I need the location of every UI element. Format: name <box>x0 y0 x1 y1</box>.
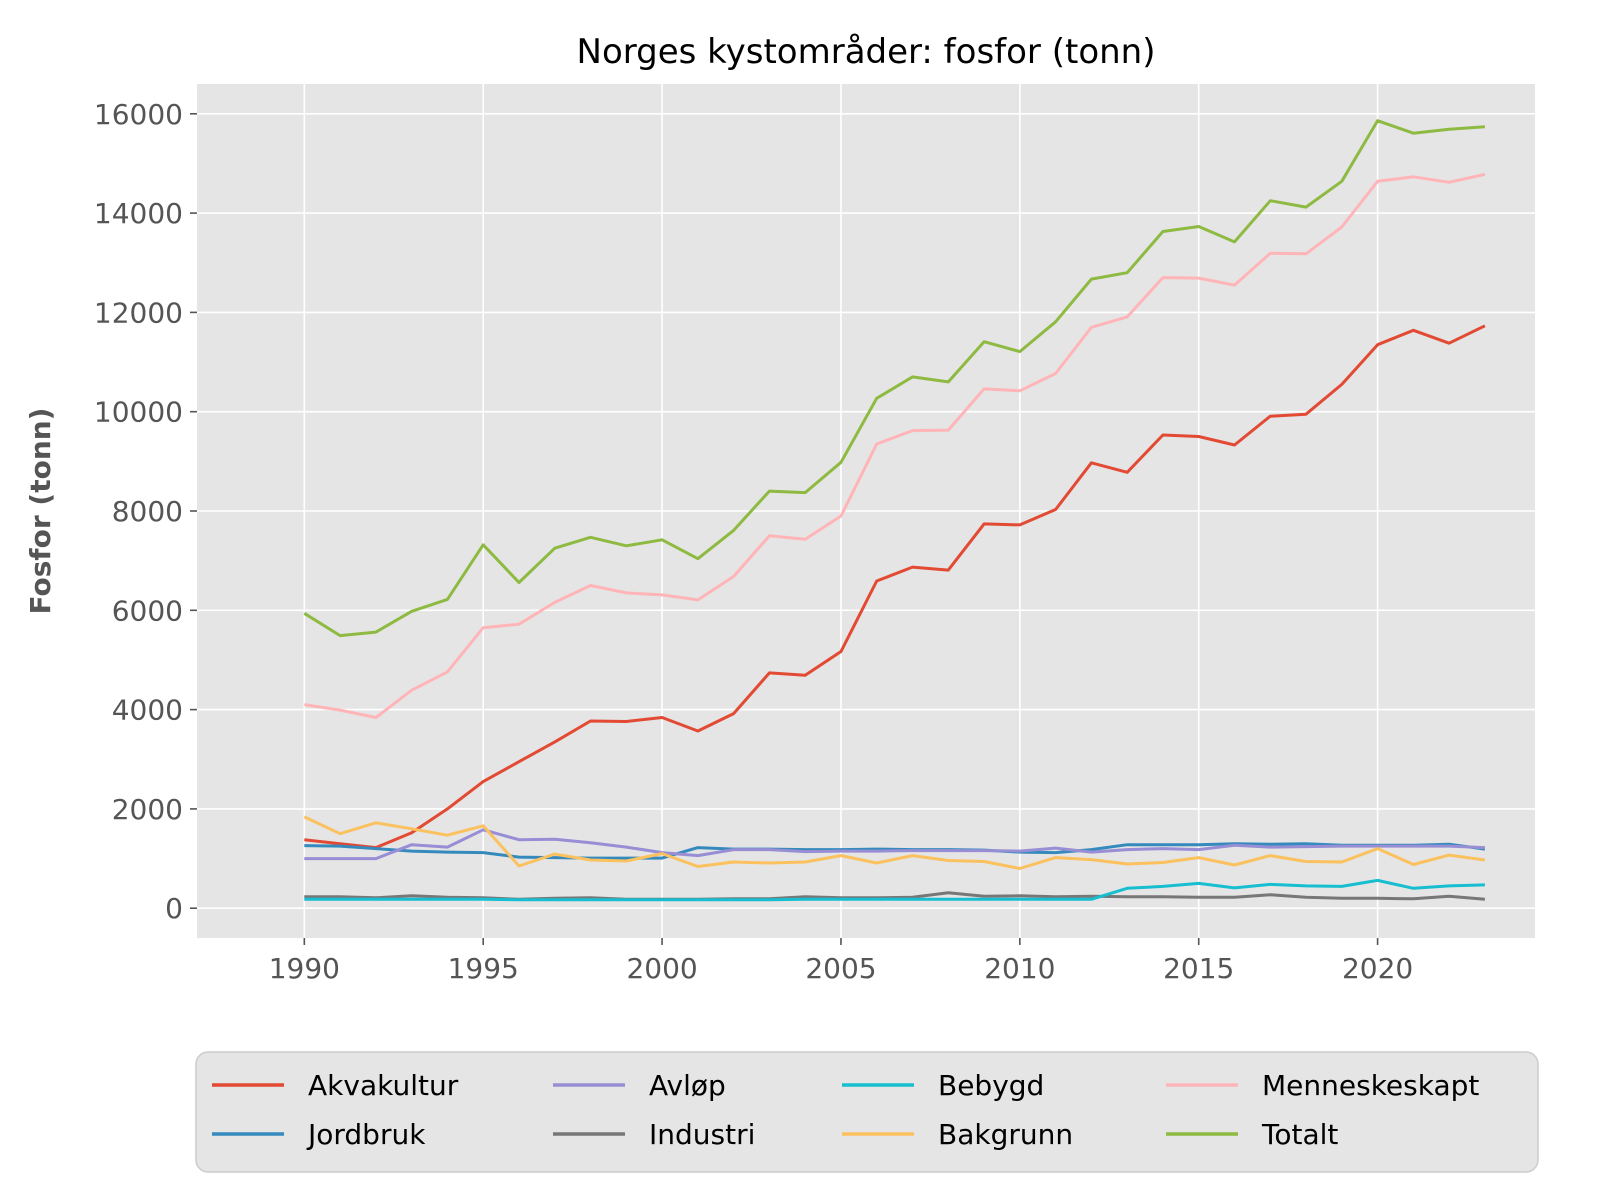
legend-label-akvakultur: Akvakultur <box>308 1069 459 1102</box>
legend-label-avløp: Avløp <box>649 1069 726 1102</box>
legend-label-industri: Industri <box>649 1118 755 1151</box>
y-tick-label: 16000 <box>94 98 183 131</box>
series-lines <box>303 119 1486 902</box>
legend-label-bebygd: Bebygd <box>938 1069 1044 1102</box>
series-line-bebygd <box>304 878 1485 902</box>
x-tick-label: 2015 <box>1163 952 1234 985</box>
x-tick-label: 2010 <box>984 952 1055 985</box>
series-line-menneskeskapt <box>304 172 1486 719</box>
legend-label-jordbruk: Jordbruk <box>306 1118 426 1151</box>
legend: Akvakultur Avløp Bebygd Menneskeskapt Jordbr… <box>195 1051 1539 1173</box>
y-axis-label: Fosfor (tonn) <box>24 408 57 615</box>
series-line-akvakultur <box>304 324 1486 850</box>
legend-label-menneskeskapt: Menneskeskapt <box>1262 1069 1479 1102</box>
legend-label-totalt: Totalt <box>1261 1118 1338 1151</box>
legend-box <box>195 1051 1539 1173</box>
x-tick-label: 2020 <box>1342 952 1413 985</box>
legend-label-bakgrunn: Bakgrunn <box>938 1118 1073 1151</box>
x-axis-ticks: 1990 1995 2000 2005 2010 2015 2020 <box>269 938 1413 985</box>
series-line-bakgrunn <box>303 815 1486 870</box>
x-tick-label: 1995 <box>448 952 519 985</box>
series-line-totalt <box>303 119 1486 638</box>
y-tick-label: 14000 <box>94 197 183 230</box>
series-line-avløp <box>304 828 1485 861</box>
y-tick-label: 0 <box>165 892 183 925</box>
x-tick-label: 1990 <box>269 952 340 985</box>
y-tick-label: 12000 <box>94 296 183 329</box>
y-tick-label: 6000 <box>112 594 183 627</box>
x-tick-label: 2000 <box>626 952 697 985</box>
x-tick-label: 2005 <box>805 952 876 985</box>
y-axis-ticks: 0 2000 4000 6000 8000 10000 12000 14000 16000 <box>94 98 197 925</box>
y-tick-label: 10000 <box>94 396 183 429</box>
y-tick-label: 2000 <box>112 793 183 826</box>
y-tick-label: 8000 <box>112 495 183 528</box>
grid-lines <box>197 84 1535 938</box>
y-tick-label: 4000 <box>112 694 183 727</box>
chart-title: Norges kystområder: fosfor (tonn) <box>577 32 1156 72</box>
